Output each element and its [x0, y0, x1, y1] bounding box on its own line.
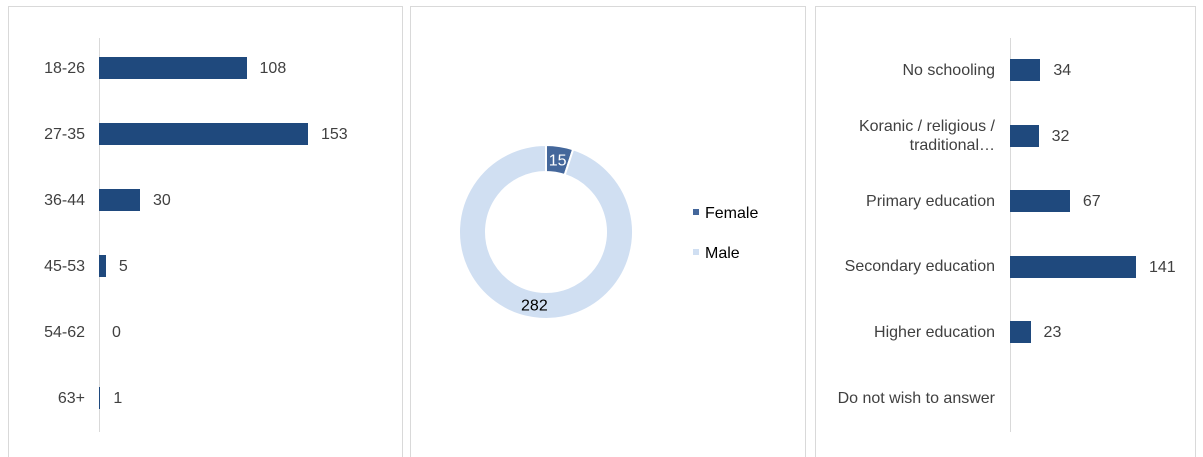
- data-label: 5: [118, 258, 128, 275]
- data-label: 141: [1149, 258, 1176, 276]
- data-label: 67: [1082, 193, 1101, 211]
- bar: [1010, 255, 1136, 278]
- bar: [1010, 190, 1070, 213]
- category-label: Do not wish to answer: [837, 389, 995, 407]
- bar: [99, 57, 247, 79]
- bar: [99, 189, 140, 211]
- data-label: 108: [259, 60, 287, 77]
- category-label: 36-44: [44, 191, 85, 209]
- donut-slice: [458, 143, 634, 320]
- bar: [1010, 124, 1039, 147]
- panel: [410, 6, 806, 457]
- bar: [99, 255, 106, 277]
- category-label: Primary education: [866, 192, 995, 210]
- bar: [1010, 321, 1031, 344]
- data-label: 282: [521, 298, 548, 315]
- data-label: 23: [1043, 324, 1062, 342]
- legend-marker: [693, 249, 699, 255]
- data-label: 1: [113, 390, 123, 407]
- legend-label: Female: [705, 205, 758, 222]
- data-label: 32: [1051, 127, 1070, 145]
- axis-line: [99, 38, 100, 432]
- axis-line: [1010, 38, 1011, 432]
- data-label: 30: [152, 192, 171, 209]
- data-label: 15: [549, 152, 567, 169]
- category-label: 54-62: [44, 323, 85, 341]
- category-label: Secondary education: [844, 258, 995, 276]
- panel: [815, 6, 1196, 457]
- bar: [99, 387, 101, 409]
- legend-marker: [693, 209, 699, 215]
- category-label: 63+: [57, 389, 85, 407]
- category-label: 27-35: [44, 125, 85, 143]
- data-label: 0: [112, 324, 121, 341]
- data-label: 153: [321, 126, 348, 143]
- category-label: Koranic / religious / traditional…: [858, 117, 995, 154]
- legend-label: Male: [705, 245, 740, 262]
- data-label: 34: [1053, 62, 1072, 79]
- category-label: 18-26: [44, 59, 85, 77]
- panel: [8, 6, 403, 457]
- category-label: 45-53: [44, 257, 85, 275]
- bar: [1010, 59, 1041, 81]
- category-label: No schooling: [902, 61, 996, 79]
- bar: [99, 123, 308, 145]
- category-label: Higher education: [874, 323, 995, 341]
